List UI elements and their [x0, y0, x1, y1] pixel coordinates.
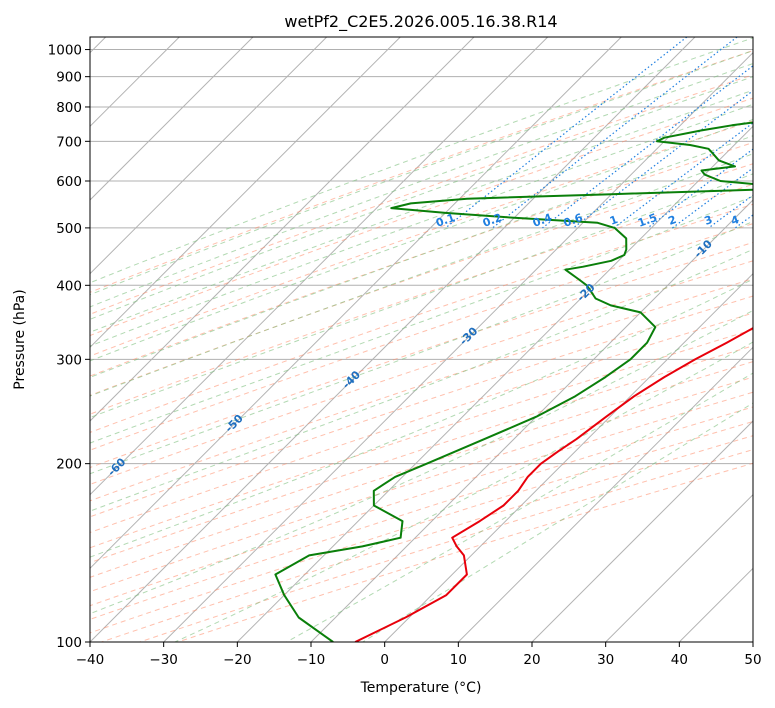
x-tick-label: −10	[297, 652, 326, 668]
data-lines	[274, 121, 753, 642]
x-axis-label: Temperature (°C)	[360, 680, 482, 696]
dry-adiabat-line	[90, 241, 753, 469]
isotherm-line	[90, 37, 328, 275]
x-tick-label: 50	[744, 652, 761, 668]
mixing-ratio-label: 3	[703, 213, 715, 228]
dry-adiabat-line	[90, 183, 753, 415]
isotherm-line	[384, 272, 753, 642]
plot-area: -100-90-80-70-60-50-40-30-20-10010203040…	[90, 37, 753, 642]
y-tick-label: 300	[56, 352, 82, 368]
moist-adiabat-line	[90, 63, 753, 308]
isotherm-line	[90, 37, 549, 496]
moist-adiabat-line	[90, 153, 753, 397]
mixing-ratio-label: 1	[608, 213, 620, 228]
dry-adiabat-line	[90, 391, 753, 607]
x-tick-label: −40	[76, 652, 105, 668]
mixing-ratio-line	[572, 89, 753, 229]
y-tick-label: 200	[56, 457, 82, 473]
dry-adiabat-line	[90, 329, 753, 549]
dry-adiabat-line	[90, 74, 753, 315]
x-tick-label: 20	[523, 652, 540, 668]
mixing-ratio-label: 0.6	[562, 211, 585, 230]
dry-adiabat-line	[90, 295, 753, 518]
isotherm-line	[90, 37, 696, 642]
mixing-ratio-label: 2	[666, 213, 678, 228]
y-tick-label: 600	[56, 174, 82, 190]
moist-adiabat-line	[90, 37, 753, 284]
x-tick-label: −20	[223, 652, 252, 668]
moist-adiabat-line	[90, 50, 753, 296]
mixing-ratio-label: 0.4	[531, 211, 554, 230]
isotherm-line	[531, 420, 753, 642]
isotherm-line	[90, 37, 475, 422]
y-tick-label: 900	[56, 70, 82, 86]
mixing-ratio-label: 1.5	[636, 211, 659, 230]
moist-adiabat-line	[90, 89, 753, 333]
y-tick-label: 700	[56, 134, 82, 150]
y-tick-label: 500	[56, 221, 82, 237]
x-tick-label: 10	[450, 652, 467, 668]
dry-adiabat-line	[90, 345, 753, 564]
dry-adiabat-line	[90, 260, 753, 485]
y-axis-label: Pressure (hPa)	[12, 289, 28, 389]
dry-adiabat-line	[90, 50, 753, 293]
y-axis: 1000 900 800 700 600 500 400 300 200 100	[48, 43, 90, 651]
moist-adiabat-line	[90, 195, 753, 444]
isotherm-line	[90, 37, 254, 201]
mixing-ratio-line	[492, 37, 738, 229]
isotherm-line	[90, 37, 622, 570]
mixing-ratio-label: 0.2	[481, 211, 504, 230]
y-tick-label: 400	[56, 278, 82, 294]
moist-adiabat-line	[90, 220, 753, 475]
moist-adiabat-line	[90, 173, 753, 419]
y-tick-label: 1000	[48, 43, 82, 59]
dry-adiabat-line	[90, 203, 753, 433]
mixing-ratio-line	[672, 167, 753, 229]
moist-adiabat-line	[90, 118, 753, 362]
x-tick-label: 0	[380, 652, 389, 668]
moist-adiabat-line	[90, 76, 753, 320]
temperature-line	[354, 326, 753, 642]
mixing-ratio-label: 4	[729, 213, 741, 228]
y-tick-label: 800	[56, 100, 82, 116]
y-tick-label: 100	[56, 635, 82, 651]
dewpoint-line	[274, 121, 753, 642]
isotherm-line	[457, 346, 753, 642]
dry-adiabat-line	[90, 142, 753, 377]
x-tick-label: −30	[149, 652, 178, 668]
isotherm-line	[90, 37, 401, 349]
dry-adiabat-line	[90, 376, 753, 593]
moist-adiabat-line	[90, 278, 753, 558]
chart-title: wetPf2_C2E5.2026.005.16.38.R14	[284, 12, 557, 32]
x-tick-label: 30	[597, 652, 614, 668]
plot-frame	[89, 36, 754, 643]
moist-adiabat-line	[90, 309, 753, 615]
dry-adiabat-line	[90, 97, 753, 337]
x-axis: −40 −30 −20 −10 0 10 20 30 40 50	[76, 642, 762, 668]
x-tick-label: 40	[671, 652, 688, 668]
mixing-ratio-line	[542, 65, 753, 229]
isotherm-line	[236, 125, 753, 642]
mixing-ratio-label: 0.1	[434, 211, 457, 230]
isotherm-line	[605, 493, 753, 642]
